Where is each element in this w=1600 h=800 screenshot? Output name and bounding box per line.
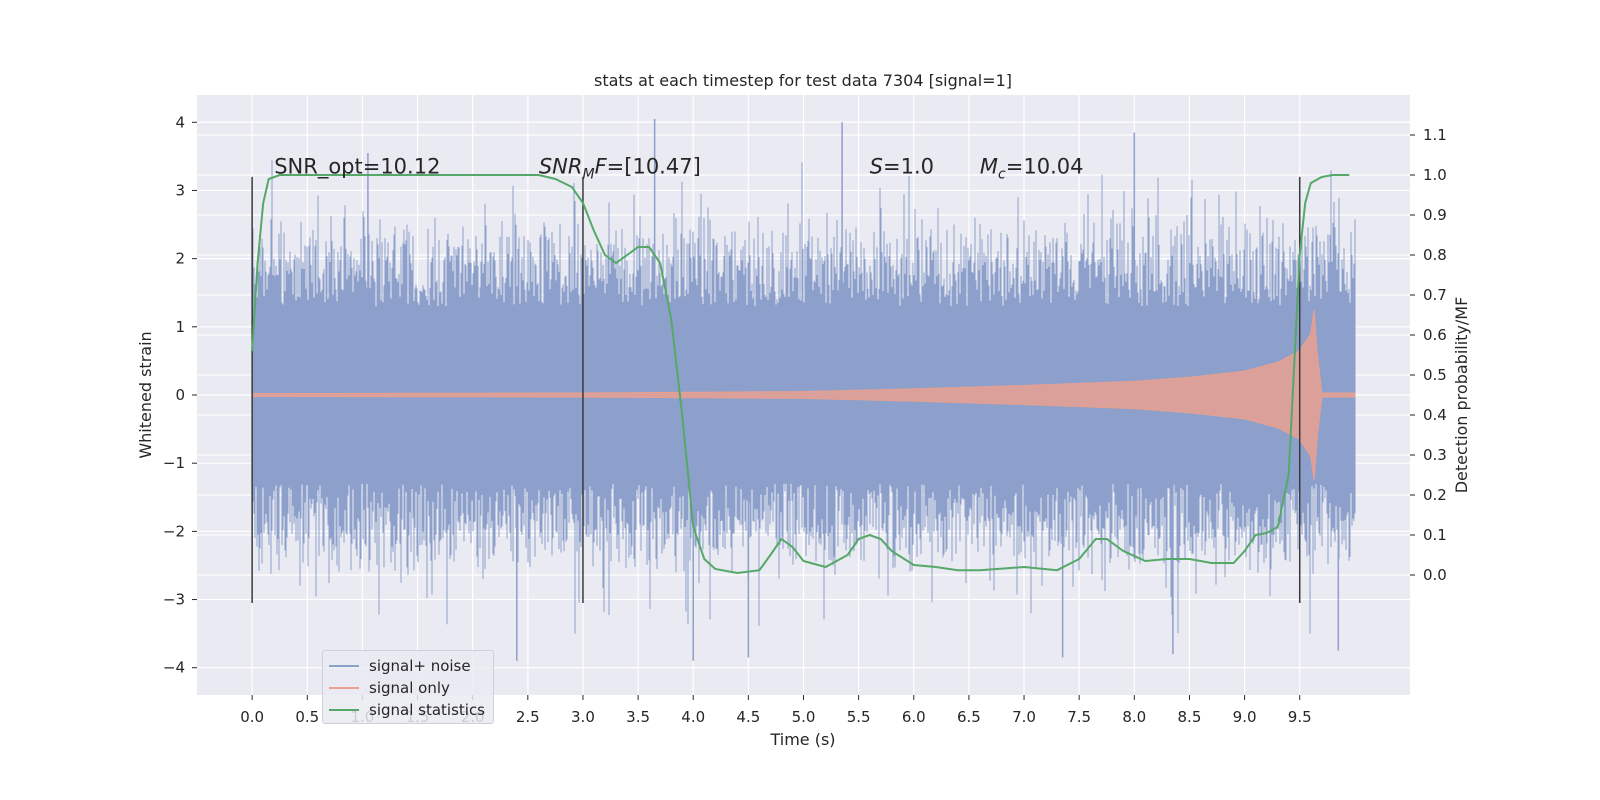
y-tick-label: −4 <box>163 659 185 677</box>
x-tick-label: 4.0 <box>681 708 705 726</box>
y-right-tick-label: 0.6 <box>1423 326 1447 344</box>
signal-only-line <box>251 309 1356 481</box>
y-right-axis-ticks: 0.0 0.1 0.2 0.3 0.4 0.5 0.6 0.7 0.8 0.9 1.0 1.1 <box>1410 126 1447 584</box>
annotation-0: SNR_opt=10.12 <box>274 154 440 179</box>
annotation-part: =10.04 <box>1006 154 1084 178</box>
legend-swatch <box>329 665 359 667</box>
legend-swatch <box>329 687 359 689</box>
x-tick-label: 2.5 <box>516 708 540 726</box>
y-right-tick-label: 0.1 <box>1423 526 1447 544</box>
signal-statistics-series <box>251 174 1350 575</box>
annotation-part: M <box>582 166 594 182</box>
legend-item-signal-only: signal only <box>329 677 487 699</box>
legend-swatch <box>329 709 359 711</box>
annotation-1: SNRMF=[10.47] <box>539 154 701 182</box>
y-right-tick-label: 0.8 <box>1423 246 1447 264</box>
legend: signal+ noise signal only signal statist… <box>322 650 494 724</box>
annotation-part: S <box>870 154 883 178</box>
y-tick-label: −2 <box>163 522 185 540</box>
x-tick-label: 0.5 <box>295 708 319 726</box>
y-right-tick-label: 0.0 <box>1423 566 1447 584</box>
legend-label: signal only <box>369 679 450 697</box>
annotation-part: =1.0 <box>883 154 934 178</box>
y-right-tick-label: 1.0 <box>1423 166 1447 184</box>
x-tick-label: 9.0 <box>1233 708 1257 726</box>
y-axis-label: Whitened strain <box>136 331 155 458</box>
y-right-tick-label: 1.1 <box>1423 126 1447 144</box>
x-tick-label: 3.5 <box>626 708 650 726</box>
y-tick-label: 4 <box>175 113 185 131</box>
annotation-part: c <box>998 166 1006 182</box>
signal-only-series <box>251 309 1356 481</box>
y-right-tick-label: 0.4 <box>1423 406 1447 424</box>
annotation-part: M <box>980 154 998 178</box>
annotation-part: =[10.47] <box>607 154 701 178</box>
x-tick-label: 7.5 <box>1067 708 1091 726</box>
y-right-tick-label: 0.7 <box>1423 286 1447 304</box>
x-tick-label: 5.5 <box>847 708 871 726</box>
annotation-part: SNR_opt=10.12 <box>274 154 440 179</box>
y-tick-label: 3 <box>175 181 185 199</box>
y-tick-label: 2 <box>175 250 185 268</box>
legend-item-signal-noise: signal+ noise <box>329 655 487 677</box>
x-axis-label: Time (s) <box>769 730 835 749</box>
annotation-2: S=1.0 <box>870 154 934 178</box>
annotation-part: SNR <box>539 154 583 178</box>
y-right-axis-label: Detection probability/MF <box>1452 297 1471 494</box>
x-tick-label: 0.0 <box>240 708 264 726</box>
x-tick-label: 5.0 <box>792 708 816 726</box>
legend-label: signal statistics <box>369 701 486 719</box>
y-tick-label: 1 <box>175 318 185 336</box>
x-tick-label: 8.0 <box>1122 708 1146 726</box>
legend-item-signal-statistics: signal statistics <box>329 699 487 721</box>
x-tick-label: 6.0 <box>902 708 926 726</box>
annotations: SNR_opt=10.12 SNRMF=[10.47] S=1.0 Mc=10.04 <box>274 154 1083 182</box>
y-tick-label: −1 <box>163 454 185 472</box>
y-right-tick-label: 0.9 <box>1423 206 1447 224</box>
x-tick-label: 3.0 <box>571 708 595 726</box>
y-right-tick-label: 0.3 <box>1423 446 1447 464</box>
y-right-tick-label: 0.5 <box>1423 366 1447 384</box>
y-tick-label: −3 <box>163 591 185 609</box>
y-axis-ticks: −4 −3 −2 −1 0 1 2 3 4 <box>163 113 197 677</box>
annotation-3: Mc=10.04 <box>980 154 1084 182</box>
x-tick-label: 8.5 <box>1178 708 1202 726</box>
x-tick-label: 7.0 <box>1012 708 1036 726</box>
signal-statistics-line <box>251 174 1350 575</box>
y-right-tick-label: 0.2 <box>1423 486 1447 504</box>
x-tick-label: 9.5 <box>1288 708 1312 726</box>
legend-label: signal+ noise <box>369 657 471 675</box>
x-tick-label: 4.5 <box>736 708 760 726</box>
annotation-part: F <box>595 154 608 178</box>
y-tick-label: 0 <box>175 386 185 404</box>
x-tick-label: 6.5 <box>957 708 981 726</box>
chart-title: stats at each timestep for test data 730… <box>594 71 1012 90</box>
